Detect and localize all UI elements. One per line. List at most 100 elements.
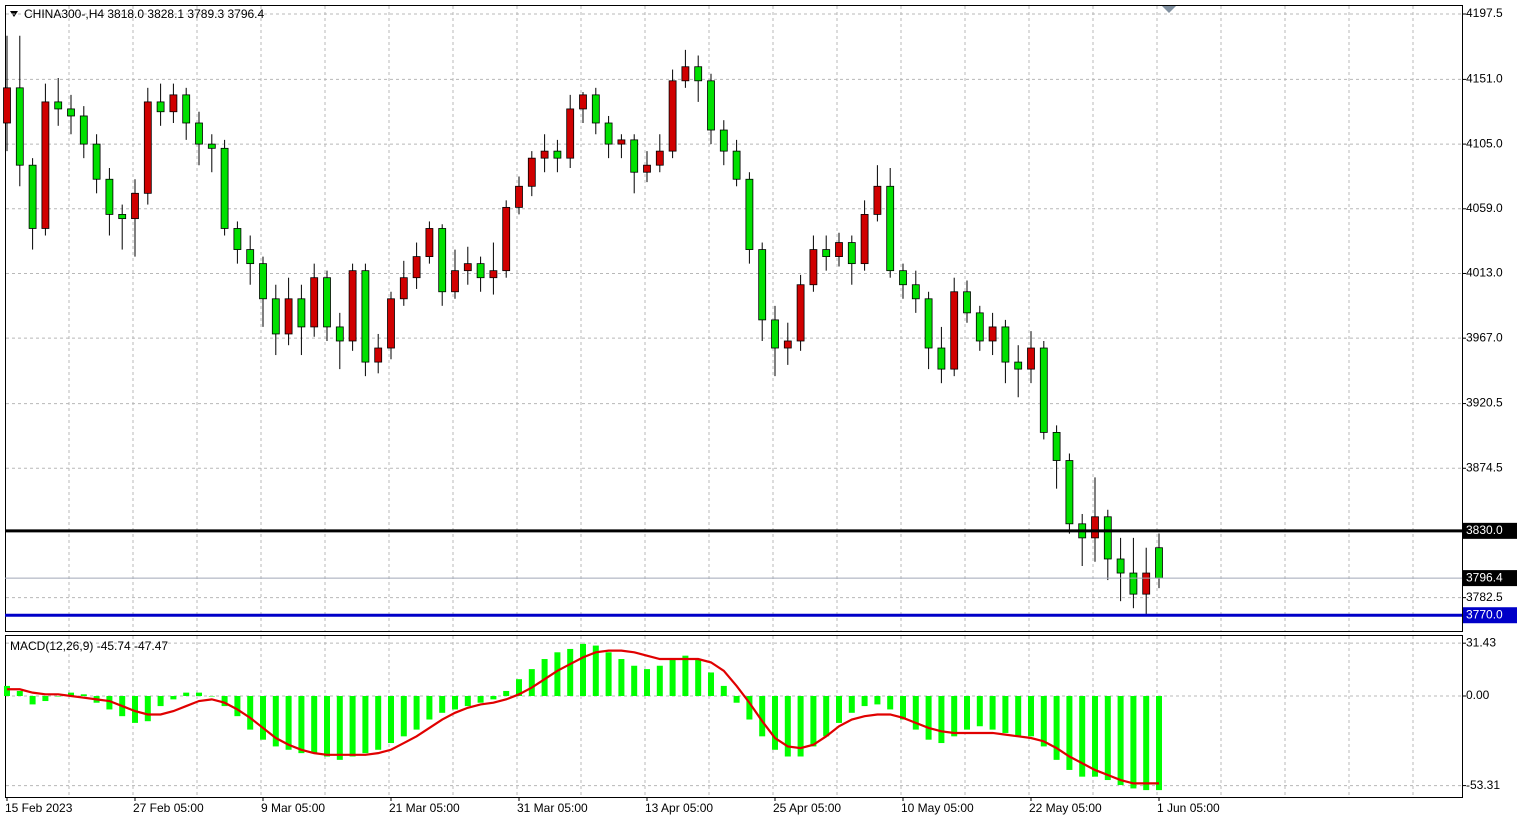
x-tick-label: 25 Apr 05:00	[773, 801, 841, 815]
macd-bar	[989, 695, 996, 730]
candle-body	[694, 66, 703, 82]
candle-body	[860, 214, 869, 265]
macd-bar	[4, 685, 10, 696]
candle-body	[438, 228, 447, 293]
candle-body	[41, 101, 50, 229]
macd-bar	[1156, 695, 1162, 791]
macd-bar	[1079, 695, 1086, 777]
macd-bar	[1104, 695, 1111, 781]
y-tick-label: 4197.5	[1466, 6, 1503, 20]
candle-body	[335, 326, 344, 342]
macd-bar	[797, 695, 804, 757]
macd-bar	[976, 695, 983, 727]
macd-bar	[362, 695, 369, 754]
macd-bar	[631, 665, 638, 696]
macd-bar	[644, 669, 650, 696]
macd-bar	[426, 695, 433, 720]
y-tick-label: -53.31	[1466, 778, 1500, 792]
macd-bar	[964, 695, 970, 730]
candle-body	[284, 298, 293, 335]
candle-body	[732, 150, 741, 180]
candle-body	[566, 108, 575, 159]
macd-bar	[541, 659, 548, 696]
candle-body	[195, 122, 203, 145]
candle-body	[1027, 347, 1035, 370]
macd-bar	[1028, 695, 1034, 737]
macd-bar	[247, 695, 254, 730]
candle-body	[924, 298, 933, 349]
macd-bar	[759, 695, 766, 737]
candle-body	[745, 178, 754, 250]
macd-bar	[29, 695, 36, 705]
macd-bar	[1066, 695, 1073, 770]
candle-body	[451, 270, 459, 293]
y-tick-label: 3967.0	[1466, 330, 1503, 344]
macd-bar	[388, 695, 394, 744]
macd-bar	[823, 695, 830, 737]
macd-bar	[208, 695, 215, 697]
macd-bar	[477, 695, 484, 703]
candle-body	[246, 249, 255, 265]
candle-body	[399, 277, 408, 300]
macd-bar	[1040, 695, 1047, 747]
candle-body	[643, 164, 651, 173]
macd-bar	[298, 695, 305, 754]
macd-bar	[375, 695, 382, 750]
price-label-box	[1463, 607, 1517, 624]
candle-body	[1001, 326, 1010, 363]
macd-bar	[874, 695, 881, 705]
candle-body	[1091, 516, 1099, 539]
candle-body	[758, 249, 767, 321]
candle-body	[54, 101, 63, 110]
macd-bar	[349, 695, 356, 757]
y-tick-label: 31.43	[1466, 635, 1496, 649]
candle-body	[681, 66, 690, 82]
y-tick-label: 4013.0	[1466, 266, 1503, 280]
candle-body	[131, 192, 139, 220]
candle-body	[988, 326, 997, 342]
macd-bar	[848, 695, 855, 713]
x-tick-label: 9 Mar 05:00	[261, 801, 325, 815]
macd-bar	[260, 695, 266, 740]
candle-body	[310, 277, 319, 328]
macd-bar	[55, 695, 62, 697]
macd-bar	[132, 695, 138, 723]
macd-bar	[183, 692, 190, 696]
candle-body	[323, 277, 331, 328]
price-label: 3770.0	[1466, 607, 1503, 621]
macd-bar	[567, 648, 574, 696]
macd-bar	[1143, 695, 1150, 791]
macd-bar	[1092, 695, 1098, 777]
candle-body	[1039, 347, 1048, 433]
x-tick-label: 21 Mar 05:00	[389, 801, 460, 815]
plot	[3, 35, 1462, 791]
macd-bar	[951, 695, 958, 737]
candle-body	[348, 270, 357, 342]
price-label: 3796.4	[1466, 570, 1503, 584]
candle-body	[1142, 572, 1151, 595]
candle-body	[886, 185, 895, 272]
candle-body	[374, 347, 383, 363]
macd-bar	[324, 695, 330, 757]
candle-body	[655, 150, 664, 166]
x-tick-label: 1 Jun 05:00	[1157, 801, 1220, 815]
candle-body	[3, 87, 11, 124]
shift-marker	[1162, 6, 1176, 13]
macd-bar	[1053, 695, 1060, 760]
macd-bar	[452, 695, 458, 710]
candle-body	[937, 347, 946, 370]
macd-bar	[490, 695, 497, 700]
x-tick-label: 15 Feb 2023	[5, 801, 73, 815]
macd-bar	[733, 695, 740, 703]
candle-body	[630, 139, 639, 173]
y-tick-label: 4151.0	[1466, 72, 1503, 86]
macd-bar	[1002, 695, 1009, 733]
macd-bar	[836, 695, 842, 723]
candle-body	[79, 115, 88, 145]
macd-bar	[772, 695, 778, 750]
macd-bar	[784, 695, 791, 757]
candle-body	[1103, 516, 1112, 560]
macd-bar	[170, 695, 177, 700]
candle-body	[15, 87, 24, 166]
